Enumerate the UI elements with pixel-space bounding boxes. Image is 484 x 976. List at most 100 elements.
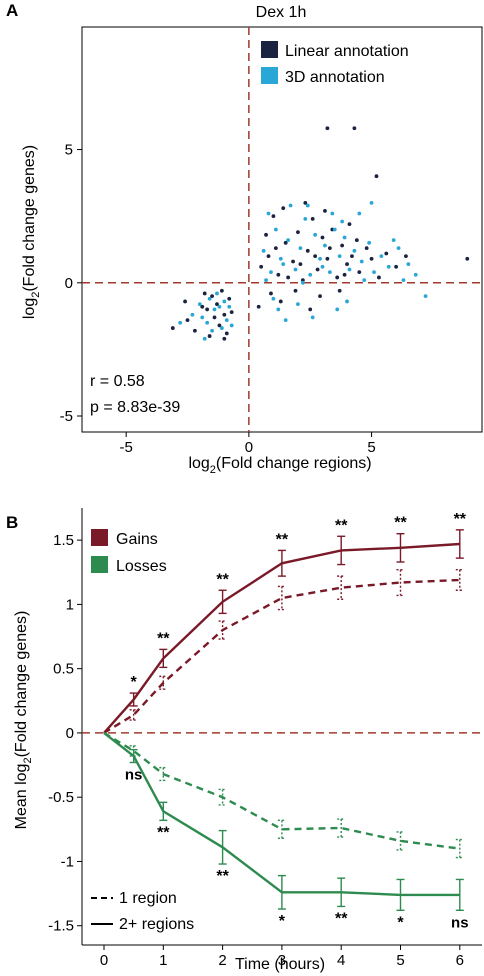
3d-point	[391, 238, 396, 243]
linear-point	[465, 256, 470, 261]
linear-point	[286, 275, 291, 280]
significance-label: **	[157, 824, 170, 841]
linear-point	[222, 312, 227, 317]
linear-point	[404, 254, 408, 259]
legend-label-2plus-regions: 2+ regions	[119, 916, 194, 933]
3d-point	[308, 272, 313, 277]
3d-point	[215, 291, 219, 296]
legend-label-3d: 3D annotation	[285, 69, 385, 86]
y-tick-label: 5	[65, 142, 73, 159]
significance-label: **	[216, 571, 229, 588]
linear-point	[325, 126, 330, 131]
linear-point	[327, 246, 332, 251]
3d-point	[298, 246, 303, 251]
significance-label: ns	[451, 914, 469, 931]
linear-point	[323, 208, 327, 213]
3d-point	[367, 240, 372, 245]
3d-point	[217, 304, 222, 309]
linear-point	[315, 267, 320, 272]
3d-point	[347, 267, 352, 272]
linear-point	[298, 262, 303, 267]
legend-swatch-3d	[261, 67, 278, 84]
linear-point	[264, 232, 268, 237]
3d-point	[330, 211, 335, 216]
linear-point	[229, 310, 234, 314]
y-tick-label: -1.5	[48, 918, 74, 935]
significance-label: *	[131, 674, 138, 691]
stat-r: r = 0.58	[90, 373, 145, 390]
3d-point	[266, 211, 271, 216]
linear-point	[283, 240, 288, 245]
3d-point	[372, 270, 376, 275]
linear-point	[305, 248, 310, 253]
3d-point	[200, 315, 205, 320]
x-tick-label: 6	[456, 952, 464, 969]
linear-point	[185, 318, 190, 322]
3d-point	[219, 326, 224, 330]
3d-point	[386, 264, 391, 269]
linear-point	[281, 206, 286, 211]
3d-point	[369, 200, 374, 205]
legend-swatch-linear	[261, 41, 278, 58]
significance-label: **	[335, 910, 348, 927]
linear-point	[296, 230, 300, 235]
linear-point	[259, 264, 264, 269]
linear-point	[350, 254, 354, 259]
y-tick-label: -0.5	[48, 789, 74, 806]
y-tick-label: 0	[65, 275, 73, 292]
legend-swatch-losses	[91, 556, 108, 573]
3d-point	[278, 256, 283, 261]
panel-a-plot-area: -5 0 5 5 0 -5	[60, 27, 482, 456]
3d-point	[269, 270, 273, 275]
panel-a-title: Dex 1h	[256, 4, 307, 21]
3d-point	[271, 296, 276, 301]
linear-point	[335, 275, 340, 280]
significance-label: **	[335, 517, 348, 534]
legend-label-gains: Gains	[116, 531, 158, 548]
panel-b-ylabel: Mean log2(Fold change genes)	[13, 611, 34, 830]
3d-point	[273, 227, 278, 232]
linear-point	[269, 291, 273, 296]
linear-point	[377, 275, 381, 280]
y-tick-label: -1	[61, 853, 74, 870]
3d-point	[210, 328, 214, 333]
3d-point	[197, 302, 202, 307]
linear-point	[308, 307, 313, 312]
linear-point	[200, 304, 205, 309]
x-tick-label: 0	[100, 952, 108, 969]
linear-point	[207, 334, 212, 338]
linear-point	[256, 304, 261, 309]
3d-point	[229, 323, 234, 328]
linear-point	[205, 307, 210, 312]
panel-a-xlabel: log2(Fold change regions)	[188, 455, 371, 476]
stat-p: p = 8.83e-39	[90, 399, 180, 416]
panel-a-letter: A	[6, 1, 18, 20]
linear-point	[394, 264, 399, 269]
y-tick-label: 0.5	[53, 661, 74, 678]
linear-point	[313, 254, 318, 259]
x-tick-label: 1	[159, 952, 167, 969]
linear-point	[291, 259, 295, 264]
linear-point	[354, 238, 359, 243]
3d-point	[283, 318, 288, 322]
linear-point	[374, 174, 379, 179]
x-tick-label: 0	[245, 439, 253, 456]
3d-point	[352, 248, 357, 253]
3d-point	[261, 248, 266, 253]
3d-point	[313, 232, 318, 237]
3d-point	[288, 203, 293, 208]
3d-point	[406, 262, 411, 267]
3d-point	[178, 320, 183, 325]
legend-swatch-gains	[91, 529, 108, 546]
significance-label: *	[397, 914, 404, 931]
3d-point	[401, 278, 406, 283]
linear-point	[345, 262, 349, 267]
significance-label: *	[279, 913, 286, 930]
3d-point	[207, 296, 212, 301]
linear-point	[227, 296, 232, 301]
linear-point	[352, 126, 357, 131]
linear-point	[384, 251, 389, 256]
3d-point	[227, 304, 232, 309]
x-tick-label: 2	[218, 952, 226, 969]
